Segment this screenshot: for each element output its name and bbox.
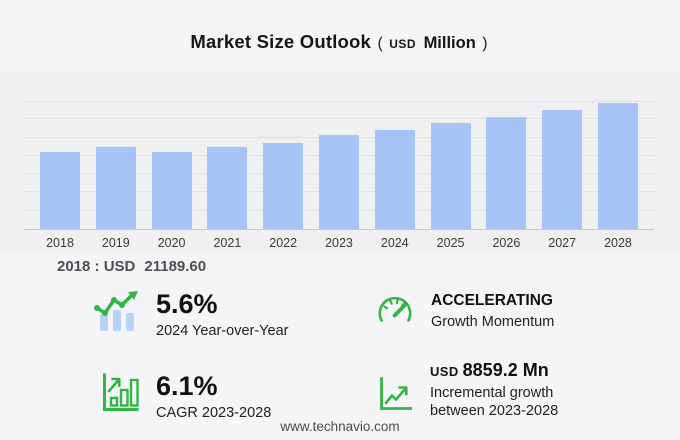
title-main: Market Size Outlook (190, 31, 372, 52)
incremental-currency: USD (430, 364, 459, 379)
stat-cagr: 6.1% CAGR 2023-2028 (102, 373, 271, 422)
title-unit: Million (423, 34, 476, 52)
bar-chart: 2018 2019 2020 2021 2022 2023 2024 2025 2026 2027… (24, 101, 654, 250)
stat-momentum: ACCELERATING Growth Momentum (376, 293, 554, 335)
bar-2027 (542, 109, 583, 229)
plot-area (24, 101, 654, 230)
base-year-annotation: 2018 : USD 21189.60 (57, 258, 206, 275)
x-tick-2018: 2018 (46, 236, 74, 250)
technavio-link[interactable]: www.technavio.com (280, 419, 400, 434)
x-tick-2027: 2027 (548, 236, 577, 250)
gauge-icon (376, 293, 414, 335)
base-year-value: 21189.60 (144, 258, 207, 275)
momentum-label: Growth Momentum (431, 313, 555, 330)
momentum-value: ACCELERATING (431, 292, 553, 309)
stat-incremental: USD 8859.2 Mn Incremental growth between … (379, 361, 558, 420)
x-tick-2028: 2028 (604, 236, 632, 250)
footer: www.technavio.com (0, 418, 680, 436)
bar-2025 (430, 123, 471, 229)
yoy-value: 5.6% (156, 289, 218, 319)
x-tick-2023: 2023 (325, 236, 353, 250)
bars (24, 101, 654, 229)
cagr-label: CAGR 2023-2028 (156, 405, 272, 421)
bar-2023 (318, 135, 359, 229)
x-axis-labels: 2018 2019 2020 2021 2022 2023 2024 2025 2026 2027… (24, 236, 654, 250)
title-close-paren: ) (482, 35, 488, 52)
title-currency: USD (389, 37, 417, 51)
bar-2018 (40, 151, 80, 229)
x-tick-2022: 2022 (269, 236, 298, 250)
gridline (24, 101, 654, 102)
bar-2020 (151, 151, 192, 229)
x-tick-2021: 2021 (213, 236, 242, 250)
page-title: Market Size Outlook ( USD Million ) (0, 31, 680, 53)
base-year-label: 2018 : USD (57, 258, 136, 275)
stat-yoy: 5.6% 2024 Year-over-Year (94, 291, 288, 340)
incremental-value: USD 8859.2 Mn (430, 361, 558, 380)
incremental-amount: 8859.2 Mn (462, 360, 549, 380)
x-tick-2026: 2026 (492, 236, 521, 250)
chart-growth-icon (102, 373, 139, 417)
bar-2024 (374, 129, 415, 229)
bar-chart-trend-icon (94, 291, 141, 337)
bar-2028 (597, 102, 638, 229)
cagr-value: 6.1% (156, 371, 218, 401)
bar-2021 (207, 146, 248, 229)
x-tick-2025: 2025 (436, 236, 465, 250)
x-tick-2024: 2024 (380, 236, 409, 250)
bar-2026 (486, 116, 527, 229)
bar-2019 (95, 147, 136, 229)
incremental-label-line2: between 2023-2028 (430, 403, 559, 420)
x-tick-2020: 2020 (157, 236, 186, 250)
bar-2022 (263, 142, 304, 229)
title-open-paren: ( (377, 35, 383, 52)
yoy-label: 2024 Year-over-Year (156, 323, 289, 339)
x-tick-2019: 2019 (101, 236, 130, 250)
gridline (24, 118, 654, 120)
incremental-label-line1: Incremental growth (430, 385, 554, 401)
incremental-growth-icon (379, 377, 413, 416)
